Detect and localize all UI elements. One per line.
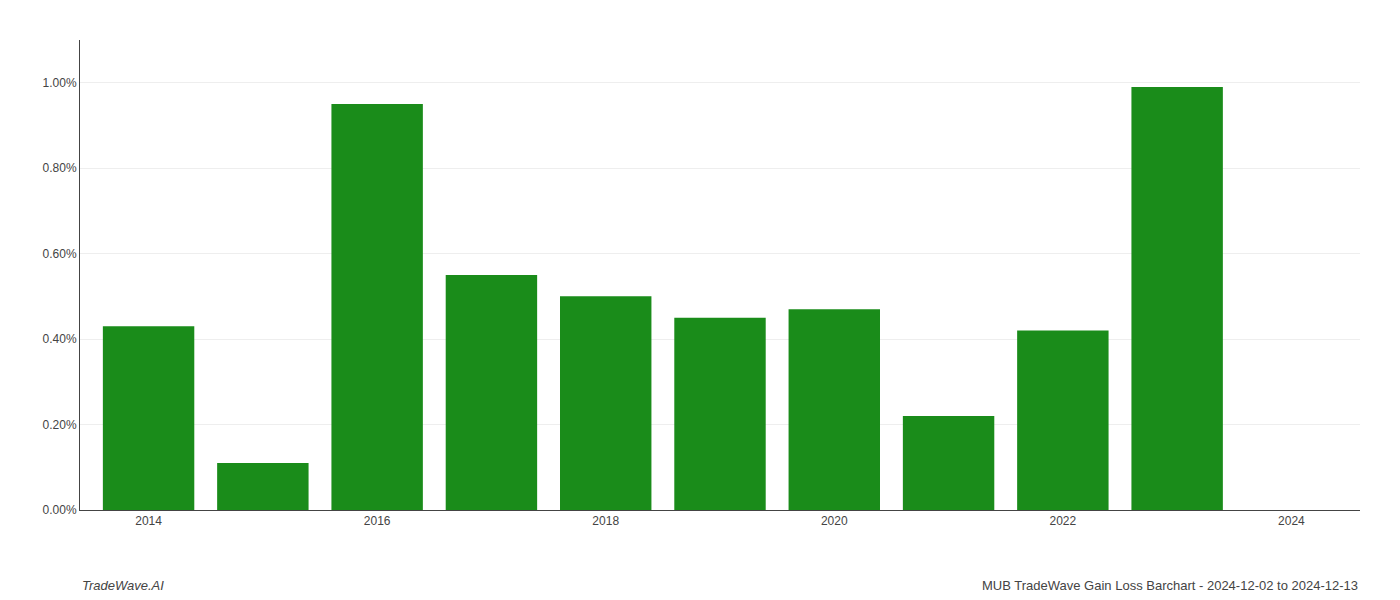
svg-text:1.00%: 1.00%: [43, 76, 77, 90]
svg-text:TradeWave.AI: TradeWave.AI: [82, 578, 164, 593]
svg-text:0.20%: 0.20%: [43, 418, 77, 432]
svg-text:0.60%: 0.60%: [43, 247, 77, 261]
svg-text:2022: 2022: [1050, 514, 1077, 528]
svg-text:2024: 2024: [1278, 514, 1305, 528]
svg-text:MUB TradeWave Gain Loss Barcha: MUB TradeWave Gain Loss Barchart - 2024-…: [982, 578, 1358, 593]
svg-text:2014: 2014: [135, 514, 162, 528]
svg-text:0.80%: 0.80%: [43, 161, 77, 175]
svg-text:2018: 2018: [592, 514, 619, 528]
svg-text:0.00%: 0.00%: [43, 503, 77, 517]
svg-text:0.40%: 0.40%: [43, 332, 77, 346]
svg-text:2020: 2020: [821, 514, 848, 528]
svg-text:2016: 2016: [364, 514, 391, 528]
